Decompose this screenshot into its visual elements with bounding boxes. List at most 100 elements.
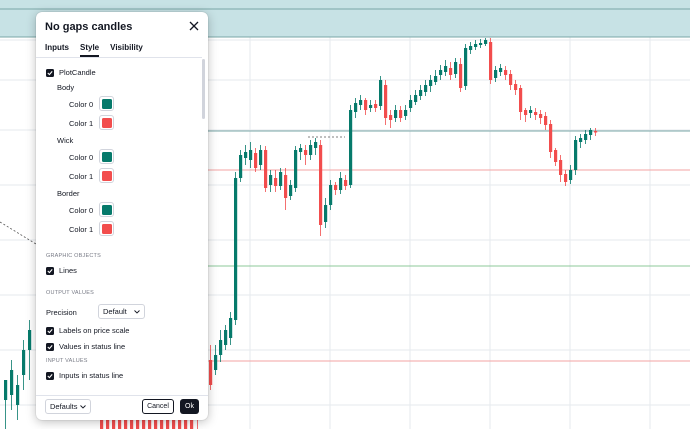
inputs-status-line-row: Inputs in status line	[46, 371, 123, 380]
candle-body	[489, 42, 493, 80]
candle-body	[106, 418, 110, 429]
wick-color0-picker[interactable]	[99, 149, 114, 164]
tab-inputs[interactable]: Inputs	[45, 43, 69, 52]
candle-body	[28, 330, 32, 350]
inputs-status-line-label: Inputs in status line	[59, 371, 124, 380]
candle-body	[414, 95, 418, 102]
candle-body	[160, 420, 164, 429]
candle-body	[279, 172, 283, 186]
body-color0-swatch	[101, 98, 112, 109]
wick-color0-row: Color 0	[69, 153, 93, 162]
candle-body	[549, 124, 553, 152]
chevron-down-icon	[134, 309, 140, 314]
candle-body	[529, 110, 533, 113]
candle-body	[469, 46, 473, 50]
lines-checkbox[interactable]	[46, 266, 54, 275]
candle-body	[484, 40, 488, 44]
defaults-label: Defaults	[50, 402, 78, 411]
tab-divider	[36, 57, 202, 58]
candle-body	[369, 105, 373, 108]
dialog-title: No gaps candles	[45, 21, 133, 33]
precision-row: Precision	[46, 308, 77, 317]
labels-price-scale-checkbox[interactable]	[46, 326, 54, 335]
values-status-line-checkbox[interactable]	[46, 342, 54, 351]
candle-body	[224, 330, 228, 345]
candle-body	[494, 70, 498, 78]
border-color1-picker[interactable]	[99, 221, 114, 236]
inputs-status-line-checkbox[interactable]	[46, 371, 54, 380]
candle-body	[449, 68, 453, 75]
candle-body	[514, 84, 518, 90]
lines-label: Lines	[59, 266, 77, 275]
body-heading: Body	[57, 83, 74, 92]
border-color0-picker[interactable]	[99, 202, 114, 217]
candle-body	[364, 100, 368, 110]
candle-body	[329, 185, 333, 205]
candle-body	[544, 116, 548, 125]
candle-body	[304, 150, 308, 155]
candle-body	[504, 70, 508, 75]
candle-body	[539, 114, 543, 118]
wick-color1-row: Color 1	[69, 172, 93, 181]
candle-body	[324, 205, 328, 222]
scrollbar[interactable]	[202, 59, 205, 119]
border-color1-label: Color 1	[69, 225, 94, 234]
candle-body	[319, 145, 323, 225]
candle-body	[16, 385, 20, 405]
tab-style[interactable]: Style	[80, 43, 100, 57]
candle-body	[454, 62, 458, 74]
border-color0-row: Color 0	[69, 206, 93, 215]
defaults-dropdown[interactable]: Defaults	[45, 399, 91, 414]
candle-body	[564, 174, 568, 182]
candle-body	[464, 48, 468, 86]
check-icon	[47, 70, 53, 75]
tab-visibility[interactable]: Visibility	[110, 43, 143, 52]
candle-body	[254, 153, 258, 168]
wick-color1-picker[interactable]	[99, 168, 114, 183]
candle-body	[10, 370, 14, 395]
candle-body	[22, 350, 26, 375]
candle-body	[394, 110, 398, 118]
candle-body	[244, 152, 248, 158]
candle-body	[569, 170, 573, 180]
body-color1-picker[interactable]	[99, 115, 114, 130]
cancel-button[interactable]: Cancel	[142, 399, 174, 414]
border-color0-label: Color 0	[69, 206, 94, 215]
candle-body	[142, 418, 146, 429]
body-color1-swatch	[101, 117, 112, 128]
precision-label: Precision	[46, 308, 77, 317]
body-label: Body	[57, 83, 75, 92]
candle-body	[419, 90, 423, 96]
candle-body	[166, 418, 170, 429]
candle-body	[219, 340, 223, 355]
candle-body	[354, 103, 358, 112]
body-color0-row: Color 0	[69, 100, 93, 109]
border-label: Border	[57, 189, 80, 198]
wick-color0-swatch	[101, 151, 112, 162]
candle-body	[594, 131, 598, 133]
candle-body	[579, 138, 583, 142]
candle-body	[148, 414, 152, 429]
candle-body	[299, 148, 303, 152]
candle-body	[379, 80, 383, 106]
candle-body	[259, 150, 263, 165]
close-icon[interactable]	[188, 20, 200, 32]
body-color0-picker[interactable]	[99, 96, 114, 111]
precision-select[interactable]: Default	[98, 304, 145, 319]
candle-body	[124, 418, 128, 429]
body-color1-label: Color 1	[69, 119, 94, 128]
check-icon	[47, 268, 53, 273]
candle-body	[284, 175, 288, 198]
border-color1-swatch	[101, 223, 112, 234]
candle-body	[234, 178, 238, 320]
output-values-header: OUTPUT VALUES	[46, 290, 94, 296]
candle-body	[154, 416, 158, 429]
wick-label: Wick	[57, 136, 74, 145]
wick-color1-swatch	[101, 170, 112, 181]
ok-button[interactable]: Ok	[180, 399, 199, 414]
candle-body	[519, 88, 523, 112]
values-status-line-row: Values in status line	[46, 342, 125, 351]
plot-candle-checkbox[interactable]	[46, 68, 54, 77]
candle-body	[349, 110, 353, 185]
candle-body	[249, 150, 253, 160]
